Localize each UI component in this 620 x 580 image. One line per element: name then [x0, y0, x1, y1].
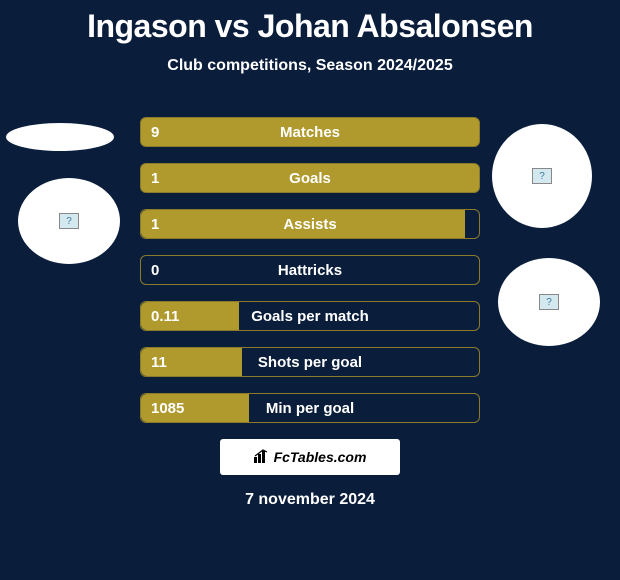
avatar-right-top: ? — [492, 124, 592, 228]
avatar-left: ? — [18, 178, 120, 264]
stat-label: Hattricks — [278, 262, 342, 279]
page-title: Ingason vs Johan Absalonsen — [0, 0, 620, 45]
fctables-label: FcTables.com — [274, 449, 367, 465]
stat-label: Goals — [289, 170, 331, 187]
stat-row: 11 Shots per goal — [140, 347, 480, 377]
stat-value: 1085 — [141, 400, 221, 417]
date-text: 7 november 2024 — [0, 491, 620, 509]
stat-label: Assists — [283, 216, 336, 233]
avatar-right-bottom: ? — [498, 258, 600, 346]
stat-value: 1 — [141, 170, 221, 187]
flag-icon: ? — [539, 294, 559, 310]
ellipse-decoration-top-left — [6, 123, 114, 151]
stat-value: 1 — [141, 216, 221, 233]
flag-icon: ? — [59, 213, 79, 229]
stat-value: 11 — [141, 354, 221, 371]
stat-row: 9 Matches — [140, 117, 480, 147]
stat-value: 0.11 — [141, 308, 221, 325]
fctables-badge: FcTables.com — [220, 439, 400, 475]
subtitle: Club competitions, Season 2024/2025 — [0, 57, 620, 75]
stat-row: 1085 Min per goal — [140, 393, 480, 423]
flag-icon: ? — [532, 168, 552, 184]
stats-container: 9 Matches 1 Goals 1 Assists 0 Hattricks 0.11 Goal… — [140, 117, 480, 423]
stat-row: 1 Assists — [140, 209, 480, 239]
stat-value: 9 — [141, 124, 221, 141]
stat-label: Min per goal — [266, 400, 354, 417]
stat-row: 0.11 Goals per match — [140, 301, 480, 331]
chart-icon — [254, 449, 270, 466]
stat-value: 0 — [141, 262, 221, 279]
stat-label: Matches — [280, 124, 340, 141]
stat-row: 1 Goals — [140, 163, 480, 193]
stat-label: Goals per match — [251, 308, 369, 325]
stat-label: Shots per goal — [258, 354, 362, 371]
stat-row: 0 Hattricks — [140, 255, 480, 285]
